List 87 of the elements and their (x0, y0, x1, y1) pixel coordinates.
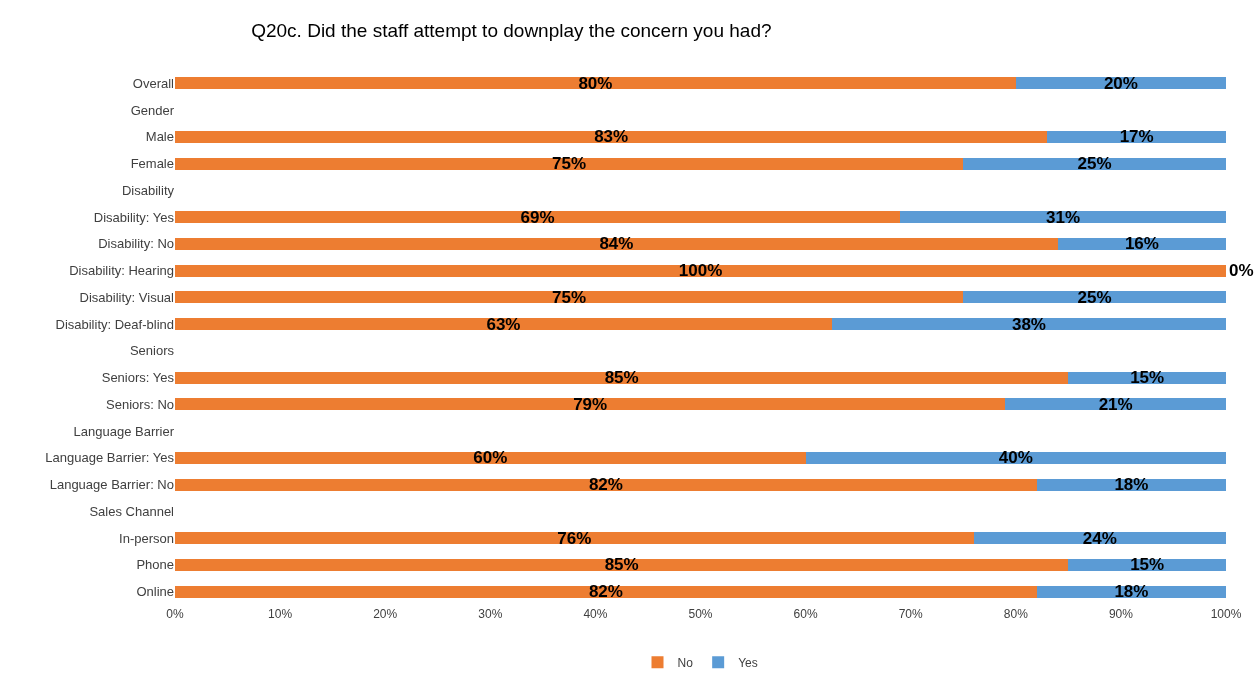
data-label: 0% (1229, 261, 1254, 281)
legend-label: Yes (738, 655, 758, 670)
y-tick-label: Male (145, 129, 174, 145)
data-label: 17% (1119, 127, 1154, 147)
data-label: 18% (1114, 582, 1149, 602)
bar (973, 532, 1226, 545)
data-label: 18% (1114, 475, 1149, 495)
y-tick-label: Disability (121, 182, 175, 198)
y-tick-label: Phone (136, 557, 174, 573)
bar (175, 398, 1006, 411)
bar (1047, 130, 1226, 143)
data-label: 24% (1082, 528, 1117, 548)
y-tick-label: Disability: Deaf-blind (55, 316, 174, 332)
x-tick-label: 30% (478, 607, 503, 621)
x-tick-label: 0% (166, 607, 184, 621)
bar (175, 157, 964, 170)
data-label: 15% (1130, 555, 1165, 575)
data-label: 76% (557, 528, 592, 548)
y-tick-label: Disability: No (98, 236, 174, 252)
y-tick-label: Seniors: Yes (101, 370, 175, 386)
data-label: 20% (1103, 73, 1138, 93)
x-tick-label: 10% (268, 607, 293, 621)
bar (175, 478, 1037, 491)
x-tick-label: 50% (688, 607, 713, 621)
data-label: 15% (1130, 368, 1165, 388)
bar (831, 318, 1226, 331)
data-label: 75% (552, 154, 587, 174)
chart-title: Q20c. Did the staff attempt to downplay the concern you had? (251, 20, 772, 42)
data-label: 82% (588, 475, 623, 495)
y-tick-label: Disability: Hearing (69, 263, 174, 279)
y-tick-label: Overall (132, 75, 175, 91)
x-tick-label: 20% (373, 607, 398, 621)
bar (175, 318, 832, 331)
bar (175, 130, 1048, 143)
x-tick-label: 80% (1003, 607, 1029, 621)
bar (175, 237, 1058, 250)
legend-label: No (677, 655, 694, 670)
y-tick-label: In-person (119, 530, 174, 546)
bar (805, 451, 1226, 464)
bar (1005, 398, 1226, 411)
data-label: 83% (594, 127, 629, 147)
data-label: 80% (578, 73, 613, 93)
bar (963, 291, 1226, 304)
x-tick-label: 70% (898, 607, 924, 621)
data-label: 69% (520, 207, 555, 227)
bar (175, 211, 901, 224)
data-label: 38% (1011, 314, 1046, 334)
bar (900, 211, 1226, 224)
bar (175, 585, 1037, 598)
bar (175, 532, 974, 545)
y-tick-label: Seniors: No (106, 396, 174, 412)
y-tick-label: Language Barrier (73, 423, 175, 439)
data-label: 40% (998, 448, 1033, 468)
y-tick-label: Sales Channel (89, 503, 175, 519)
y-tick-label: Disability: Yes (93, 209, 175, 225)
data-label: 82% (588, 582, 623, 602)
data-label: 60% (473, 448, 508, 468)
data-label: 85% (604, 555, 639, 575)
data-label: 75% (552, 287, 587, 307)
x-tick-label: 100% (1210, 607, 1242, 621)
y-tick-label: Language Barrier: Yes (45, 450, 175, 466)
x-tick-label: 60% (793, 607, 818, 621)
y-tick-label: Online (136, 584, 174, 600)
x-tick-label: 40% (583, 607, 608, 621)
bar (175, 291, 964, 304)
y-tick-label: Seniors (129, 343, 175, 359)
data-label: 31% (1046, 207, 1081, 227)
y-tick-label: Gender (130, 102, 175, 118)
data-label: 25% (1077, 154, 1112, 174)
bar (175, 558, 1069, 571)
y-tick-label: Female (130, 156, 174, 172)
bar (175, 77, 1016, 90)
data-label: 79% (573, 394, 608, 414)
x-tick-label: 90% (1108, 607, 1134, 621)
bar (175, 264, 1226, 277)
data-label: 21% (1098, 394, 1133, 414)
data-label: 25% (1077, 287, 1112, 307)
bar (175, 451, 806, 464)
data-label: 85% (604, 368, 639, 388)
bar (175, 371, 1069, 384)
data-label: 84% (599, 234, 634, 254)
data-label: 16% (1124, 234, 1159, 254)
data-label: 63% (486, 314, 521, 334)
bar (963, 157, 1226, 170)
y-tick-label: Language Barrier: No (49, 477, 174, 493)
data-label: 100% (678, 261, 723, 281)
y-tick-label: Disability: Visual (79, 289, 175, 305)
